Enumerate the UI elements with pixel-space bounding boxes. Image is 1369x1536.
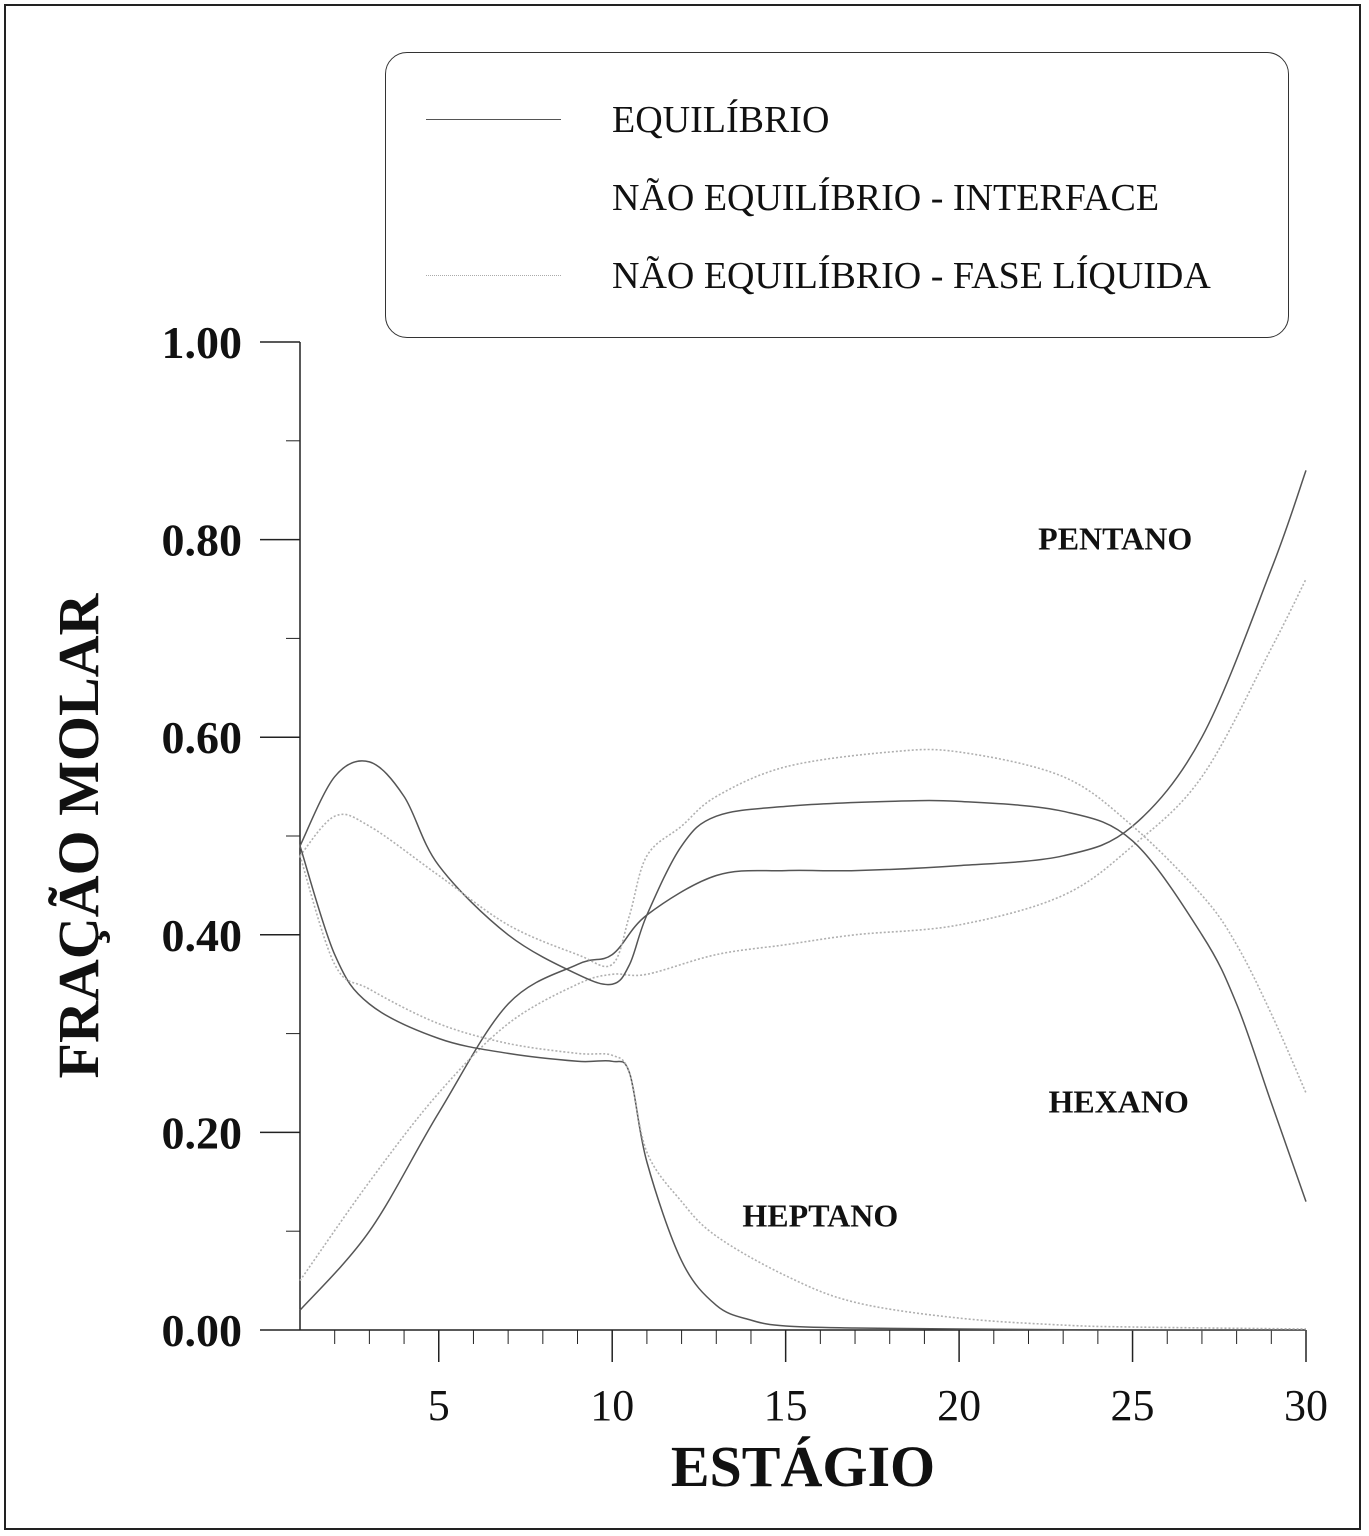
annotation-hexano: HEXANO [1048, 1084, 1188, 1120]
legend-item-equilibrio: EQUILÍBRIO [386, 99, 1288, 195]
legend-label-fase-liquida: NÃO EQUILÍBRIO - FASE LÍQUIDA [612, 255, 1211, 297]
legend-label-interface: NÃO EQUILÍBRIO - INTERFACE [612, 177, 1160, 219]
x-tick-label: 5 [428, 1381, 450, 1430]
series-line-heptano-equilibrio [299, 845, 1307, 1331]
axes: 0.00 0.20 0.40 0.60 0.80 1.00 5 10 15 20 25 30 ESTÁG… [46, 317, 1328, 1499]
series-line-hexano-equilibrio [299, 760, 1307, 1202]
x-axis-title: ESTÁGIO [671, 1434, 935, 1499]
legend-label-equilibrio: EQUILÍBRIO [612, 99, 830, 141]
legend-item-interface: NÃO EQUILÍBRIO - INTERFACE [386, 173, 1288, 223]
x-tick-label: 25 [1111, 1381, 1155, 1430]
y-axis-title: FRAÇÃO MOLAR [46, 592, 111, 1078]
y-tick-label: 0.80 [162, 515, 243, 566]
series-line-pentano-fase-liquida [299, 578, 1307, 1282]
legend-item-fase-liquida: NÃO EQUILÍBRIO - FASE LÍQUIDA [386, 251, 1288, 301]
series-line-hexano-fase-liquida [299, 748, 1307, 1094]
annotation-heptano: HEPTANO [742, 1197, 898, 1233]
annotation-pentano: PENTANO [1038, 520, 1192, 556]
x-tick-label: 10 [590, 1381, 634, 1430]
y-tick-label: 0.40 [162, 910, 243, 961]
legend: EQUILÍBRIO NÃO EQUILÍBRIO - INTERFACE NÃ… [385, 52, 1289, 338]
x-tick-label: 20 [937, 1381, 981, 1430]
series-line-heptano-fase-liquida [299, 855, 1307, 1330]
x-tick-label: 15 [764, 1381, 808, 1430]
y-tick-label: 0.60 [162, 712, 243, 763]
figure-frame [4, 4, 1361, 1530]
legend-swatch-fase-liquida [426, 275, 561, 276]
y-tick-label: 0.20 [162, 1107, 243, 1158]
legend-swatch-equilibrio [426, 119, 561, 120]
series-layer [299, 470, 1307, 1331]
series-line-pentano-equilibrio [299, 470, 1307, 1311]
x-tick-label: 30 [1284, 1381, 1328, 1430]
labels-layer: PENTANO HEXANO HEPTANO [742, 520, 1192, 1233]
y-tick-label: 0.00 [162, 1305, 243, 1356]
y-tick-label: 1.00 [162, 317, 243, 368]
